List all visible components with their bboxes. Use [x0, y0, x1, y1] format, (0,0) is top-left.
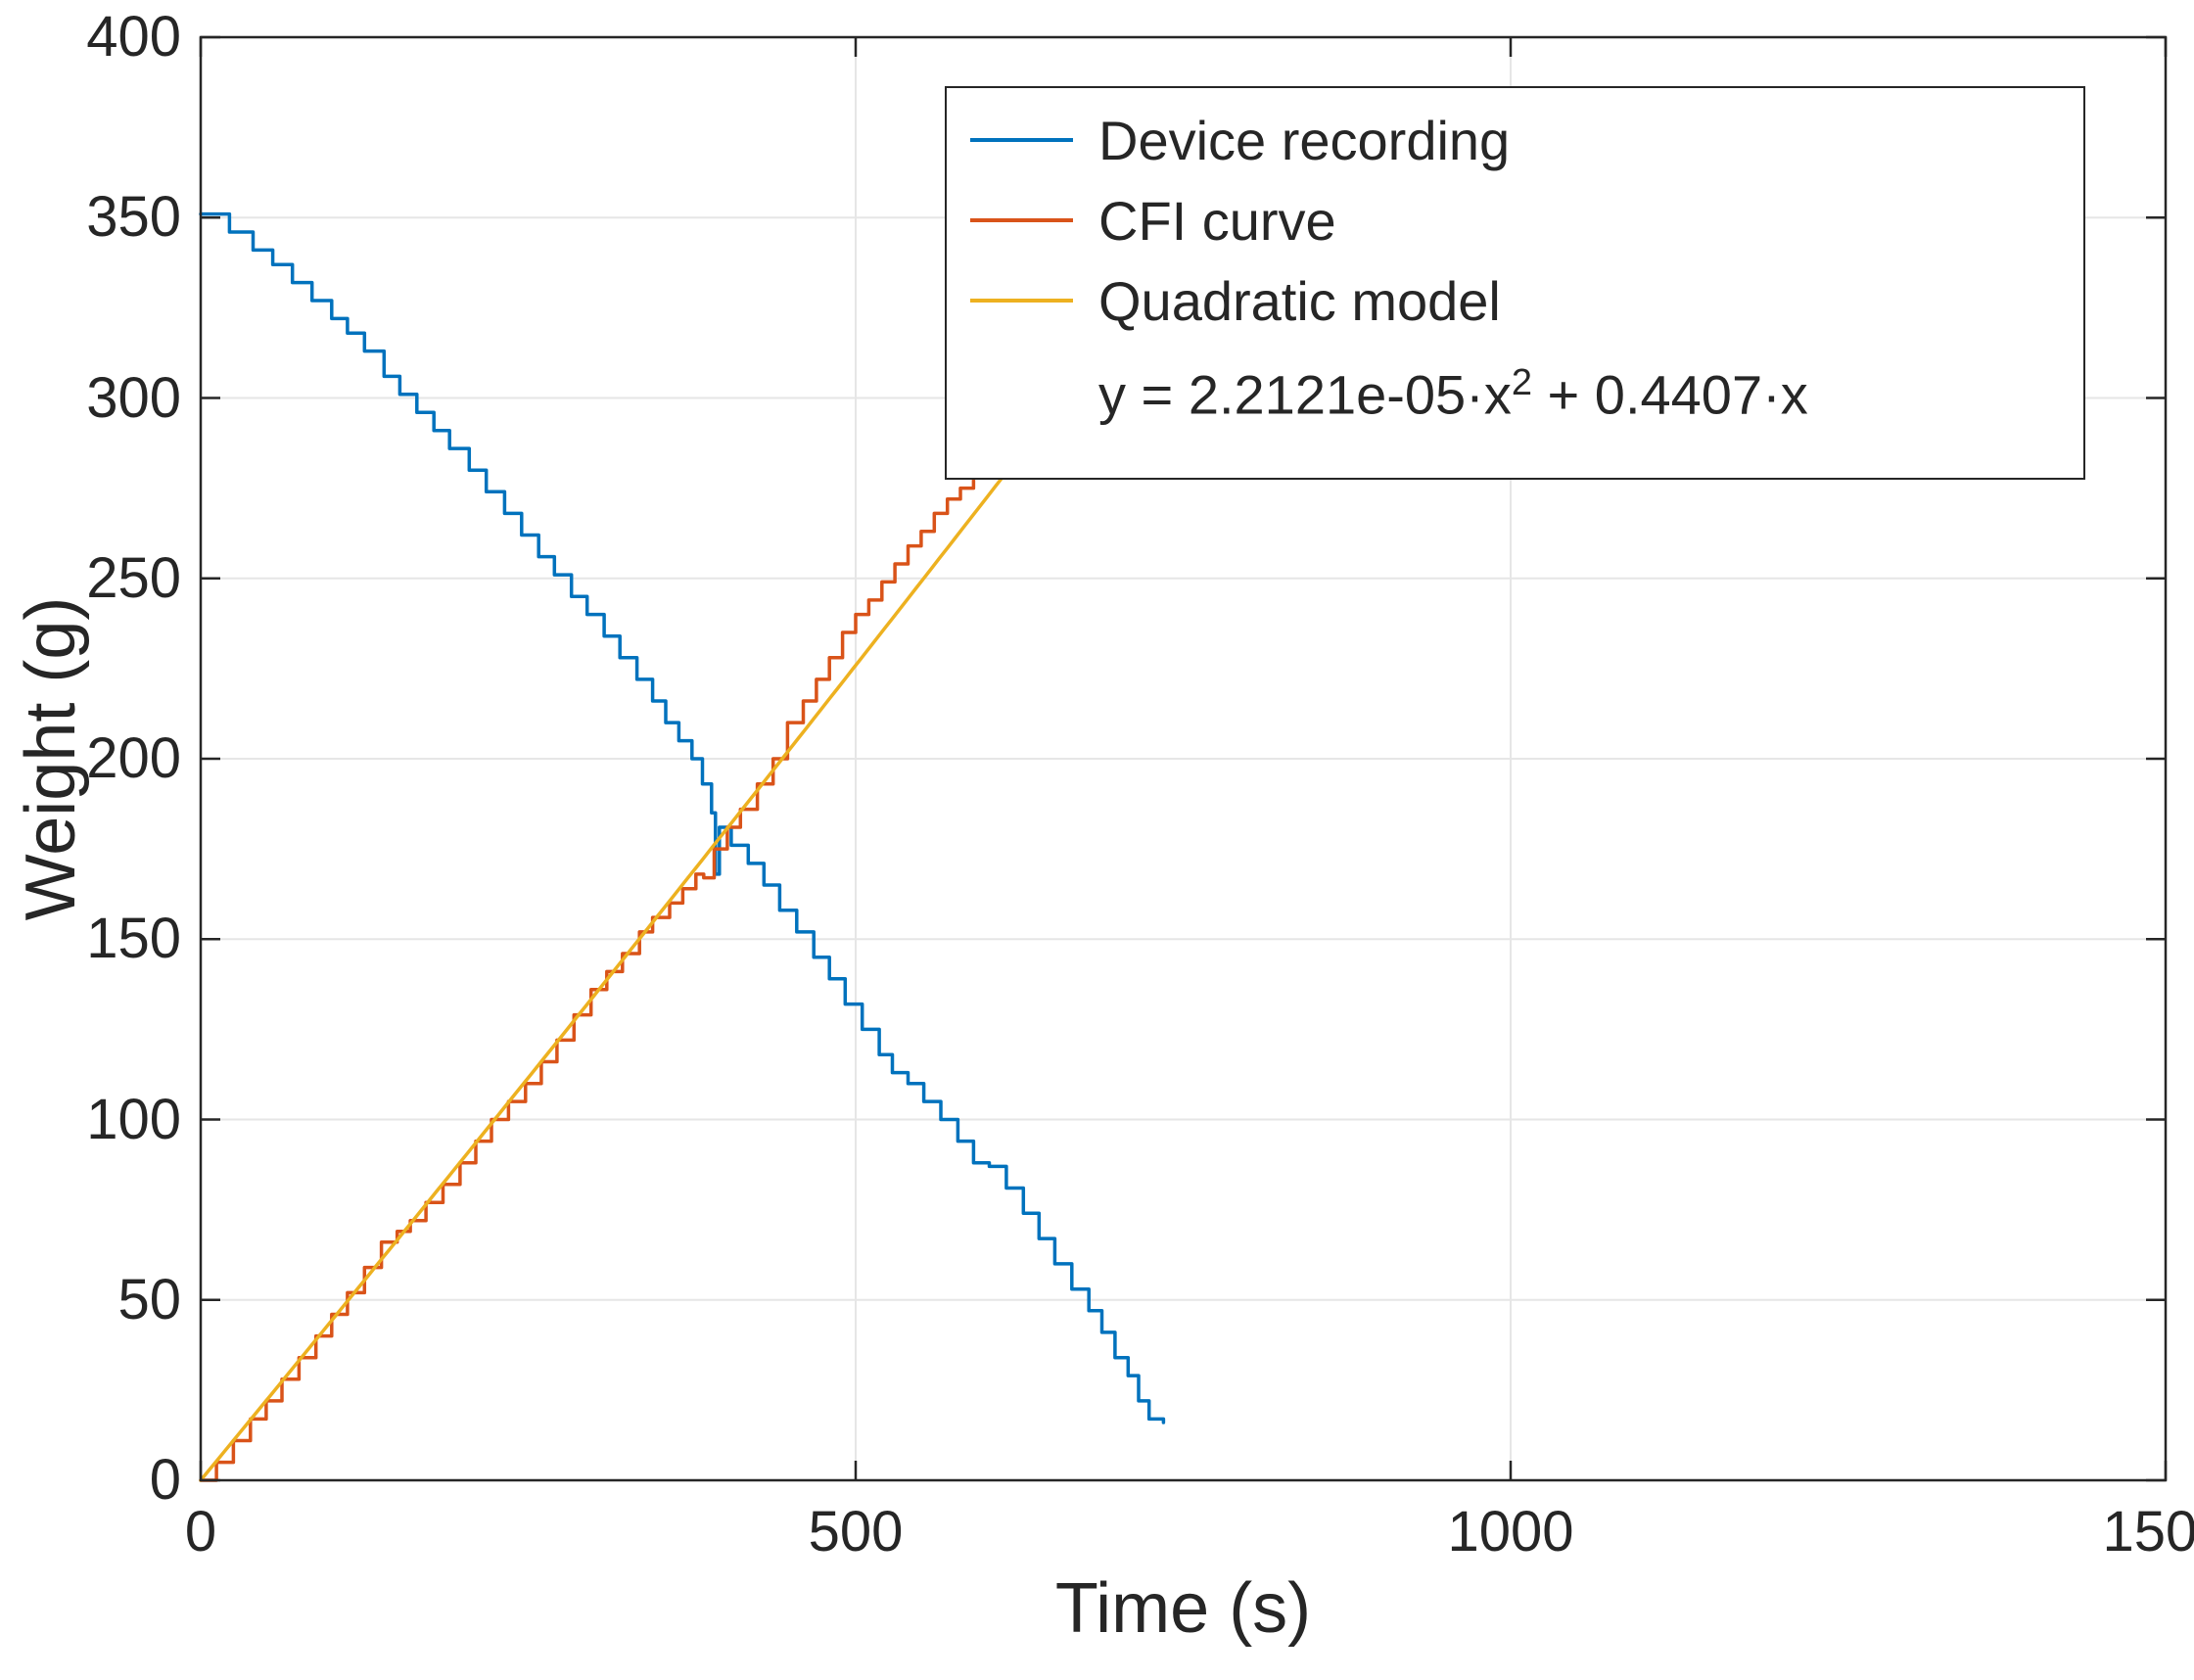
series-line-2	[199, 414, 1051, 1482]
equation-text: y = 2.2121e-05·x2 + 0.4407·x	[1098, 362, 1808, 427]
legend-line-sample-quadratic-model	[970, 299, 1073, 303]
legend-entry-quadratic-model: Quadratic model	[970, 260, 2083, 341]
legend-entry-device-recording: Device recording	[970, 100, 2083, 180]
y-tick-label: 300	[86, 365, 181, 430]
x-axis-label: Time (s)	[1054, 1569, 1312, 1648]
legend-entry-cfi-curve: CFI curve	[970, 180, 2083, 260]
y-tick-label: 100	[86, 1087, 181, 1151]
y-tick-label: 150	[86, 907, 181, 971]
equation-prefix: y = 2.2121e-05·x	[1098, 363, 1512, 426]
legend-equation: y = 2.2121e-05·x2 + 0.4407·x	[1098, 341, 2083, 448]
y-tick-label: 250	[86, 545, 181, 610]
x-tick-label: 1000	[1447, 1500, 1574, 1563]
legend-label-cfi-curve: CFI curve	[1098, 189, 1336, 252]
series-line-0	[199, 211, 1166, 1424]
y-tick-label: 50	[117, 1267, 181, 1331]
y-tick-label: 400	[86, 5, 181, 69]
legend-line-sample-device-recording	[970, 138, 1073, 142]
y-tick-label: 0	[149, 1448, 181, 1512]
equation-exponent: 2	[1511, 362, 1532, 404]
legend-line-sample-cfi-curve	[970, 218, 1073, 222]
x-tick-label: 0	[184, 1500, 217, 1563]
series-line-1	[199, 443, 1031, 1482]
y-tick-label: 200	[86, 726, 181, 790]
legend-label-device-recording: Device recording	[1098, 109, 1511, 171]
x-tick-label: 500	[808, 1500, 904, 1563]
y-tick-label: 350	[86, 185, 181, 250]
legend-label-quadratic-model: Quadratic model	[1098, 269, 1501, 332]
legend: Device recording CFI curve Quadratic mod…	[945, 86, 2085, 480]
equation-suffix: + 0.4407·x	[1531, 363, 1808, 426]
